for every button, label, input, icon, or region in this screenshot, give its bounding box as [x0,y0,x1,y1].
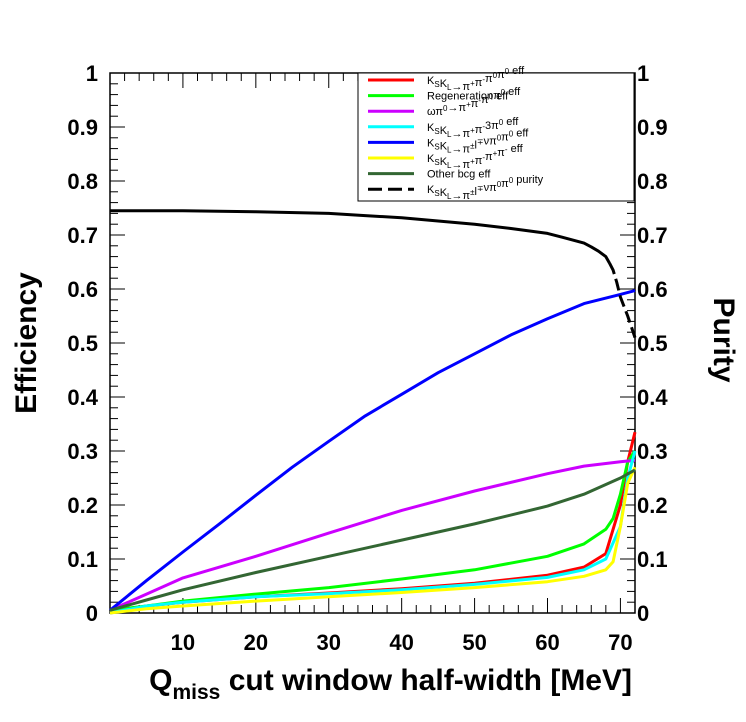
legend-label-5: KSKL→π+π-π+π- eff [427,143,524,171]
x-tick-label: 40 [389,630,413,655]
x-tick-label: 10 [171,630,195,655]
y-tick-label-left: 0 [86,601,98,626]
y-tick-label-right: 0 [637,601,649,626]
y-tick-label-left: 0.8 [67,169,98,194]
series-line-0 [109,431,637,615]
y-tick-label-right: 0.7 [637,223,668,248]
y-tick-label-right: 0.3 [637,439,668,464]
y-tick-label-right: 0.9 [637,115,668,140]
series-line-1 [109,450,637,612]
series-line-4 [109,289,636,612]
y-tick-label-left: 0.2 [67,493,98,518]
x-axis-title-main: Q [149,664,172,697]
x-tick-label: 20 [244,630,268,655]
tick-labels-layer: 0 0 0.1 0.1 0.2 0.2 0.3 0.3 0.4 0.4 0.5 0.5 0.6 0.6 0.… [67,61,668,655]
series-line-5 [109,466,637,615]
y-tick-label-right: 0.2 [637,493,668,518]
x-axis-title: Qmiss cut window half-width [MeV] [149,664,632,704]
y-tick-label-right: 0.5 [637,331,668,356]
y-tick-label-right: 0.8 [637,169,668,194]
legend-label-1: Regeneration eff [427,91,509,103]
legend-label-6: Other bcg eff [427,169,491,181]
x-tick-label: 50 [462,630,486,655]
y-tick-label-left: 0.1 [67,547,98,572]
legend-label-7: KSKL→π±l∓νπ0π0 purity [427,174,544,202]
y-tick-label-left: 1 [86,61,98,86]
x-tick-label: 60 [535,630,559,655]
y-axis-right-title: Purity [707,297,740,382]
legend-label-2: ωπ0→π+π-π0π0 eff [427,86,521,118]
legend-label-0: KSKL→π+π-π0π0 eff [427,65,525,93]
y-tick-label-right: 0.4 [637,385,668,410]
x-tick-label: 70 [608,630,632,655]
legend-label-4: KSKL→π±l∓νπ0π0 eff [427,127,529,155]
y-tick-label-left: 0.6 [67,277,98,302]
y-axis-title: Efficiency [10,272,43,414]
y-tick-label-left: 0.5 [67,331,98,356]
y-tick-label-right: 0.1 [637,547,668,572]
series-line-2 [109,458,636,612]
y-tick-label-left: 0.4 [67,385,98,410]
series-line-6 [109,468,636,612]
y-tick-label-left: 0.3 [67,439,98,464]
x-axis-title-rest: cut window half-width [MeV] [220,664,632,697]
y-tick-label-left: 0.9 [67,115,98,140]
y-tick-label-left: 0.7 [67,223,98,248]
y-tick-label-right: 1 [637,61,649,86]
series-line-7-solid [110,209,611,264]
series-layer [109,209,637,615]
x-tick-label: 30 [317,630,341,655]
legend-label-3: KSKL→π+π-3π0 eff [427,116,519,140]
x-axis-title-sub: miss [173,681,221,704]
y-tick-label-right: 0.6 [637,277,668,302]
series-line-7-dashed [608,262,637,339]
